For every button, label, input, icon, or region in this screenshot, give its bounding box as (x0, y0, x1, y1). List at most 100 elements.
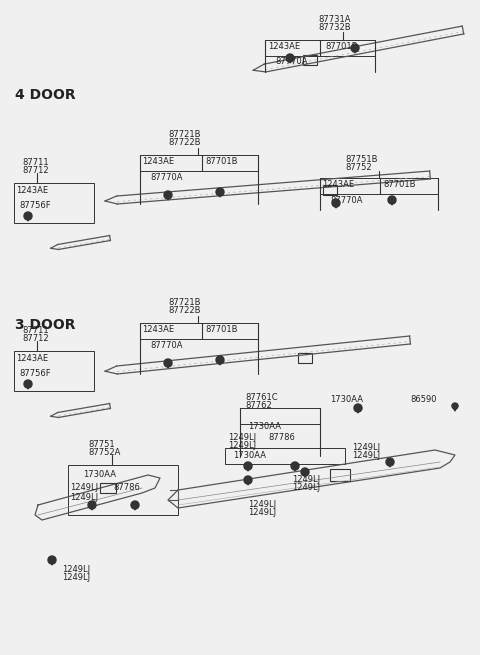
Text: 87770A: 87770A (150, 173, 182, 182)
Text: 87786: 87786 (268, 433, 295, 442)
Polygon shape (352, 47, 358, 53)
Text: 87752A: 87752A (88, 448, 120, 457)
Text: 87701B: 87701B (205, 325, 238, 334)
Bar (100, 483, 116, 493)
Text: 87770A: 87770A (150, 341, 182, 350)
Polygon shape (292, 465, 298, 471)
Text: 87722B: 87722B (168, 138, 201, 147)
Polygon shape (333, 202, 339, 208)
Text: 87711: 87711 (22, 326, 48, 335)
Polygon shape (389, 199, 395, 205)
Text: 87722B: 87722B (168, 306, 201, 315)
Text: 1249LJ: 1249LJ (292, 475, 320, 484)
Circle shape (164, 359, 172, 367)
Text: 87711: 87711 (22, 158, 48, 167)
Polygon shape (217, 191, 223, 197)
Polygon shape (25, 215, 31, 221)
Bar (140, 323, 258, 339)
Circle shape (388, 196, 396, 204)
Polygon shape (302, 471, 308, 477)
Text: 4 DOOR: 4 DOOR (15, 88, 76, 102)
Circle shape (291, 462, 299, 470)
Polygon shape (452, 405, 458, 411)
Bar (68, 465, 178, 515)
Polygon shape (132, 504, 138, 510)
Polygon shape (355, 407, 361, 413)
Text: 1243AE: 1243AE (322, 180, 354, 189)
Polygon shape (25, 383, 31, 389)
Text: 87751: 87751 (88, 440, 115, 449)
Text: 1249LJ: 1249LJ (228, 441, 256, 450)
Bar (14, 351, 94, 391)
Text: 1243AE: 1243AE (142, 157, 174, 166)
Text: 1243AE: 1243AE (142, 325, 174, 334)
Text: 1249LJ: 1249LJ (292, 483, 320, 492)
Circle shape (24, 380, 32, 388)
Polygon shape (217, 359, 223, 365)
Text: 1249LJ: 1249LJ (352, 451, 380, 460)
Polygon shape (287, 57, 293, 63)
Text: 87752: 87752 (345, 163, 372, 172)
Polygon shape (49, 559, 55, 565)
Circle shape (216, 188, 224, 196)
Circle shape (244, 476, 252, 484)
Circle shape (88, 501, 96, 509)
Text: 1249LJ: 1249LJ (248, 508, 276, 517)
Text: 1730AA: 1730AA (330, 395, 363, 404)
Text: 87770A: 87770A (330, 196, 362, 205)
Text: 87732B: 87732B (318, 23, 350, 32)
Circle shape (301, 468, 309, 476)
Text: 1730AA: 1730AA (233, 451, 266, 460)
Text: 87756F: 87756F (19, 201, 50, 210)
Circle shape (386, 458, 394, 466)
Polygon shape (387, 461, 393, 467)
Text: 1730AA: 1730AA (83, 470, 116, 479)
Text: 87761C: 87761C (245, 393, 277, 402)
Circle shape (286, 54, 294, 62)
Bar (140, 155, 258, 171)
Bar (303, 55, 317, 65)
Text: 1249LJ: 1249LJ (352, 443, 380, 452)
Bar (320, 178, 438, 194)
Text: 86590: 86590 (410, 395, 436, 404)
Circle shape (452, 403, 458, 409)
Bar (323, 185, 337, 195)
Bar (14, 183, 94, 223)
Text: 1243AE: 1243AE (16, 186, 48, 195)
Text: 1249LJ: 1249LJ (62, 565, 90, 574)
Text: 1249LJ: 1249LJ (248, 500, 276, 509)
Text: 87701B: 87701B (325, 42, 358, 51)
Circle shape (244, 462, 252, 470)
Text: 87731A: 87731A (318, 15, 350, 24)
Text: 87712: 87712 (22, 166, 48, 175)
Text: 87751B: 87751B (345, 155, 377, 164)
Circle shape (131, 501, 139, 509)
Circle shape (164, 191, 172, 199)
Text: 1249LJ: 1249LJ (70, 493, 98, 502)
Circle shape (216, 356, 224, 364)
Circle shape (48, 556, 56, 564)
Text: 3 DOOR: 3 DOOR (15, 318, 75, 332)
Polygon shape (165, 194, 171, 200)
Circle shape (24, 212, 32, 220)
Text: 87712: 87712 (22, 334, 48, 343)
Text: 1249LJ: 1249LJ (70, 483, 98, 492)
Polygon shape (245, 465, 251, 471)
Circle shape (354, 404, 362, 412)
Bar (225, 448, 345, 464)
Text: 87701B: 87701B (383, 180, 416, 189)
Text: 1249LJ: 1249LJ (228, 433, 256, 442)
Text: 87701B: 87701B (205, 157, 238, 166)
Bar (298, 353, 312, 363)
Text: 87770A: 87770A (275, 57, 308, 66)
Bar (330, 469, 350, 481)
Text: 87762: 87762 (245, 401, 272, 410)
Polygon shape (89, 504, 95, 510)
Text: 87721B: 87721B (168, 298, 201, 307)
Text: 1249LJ: 1249LJ (62, 573, 90, 582)
Text: 1730AA: 1730AA (248, 422, 281, 431)
Text: 87721B: 87721B (168, 130, 201, 139)
Text: 87756F: 87756F (19, 369, 50, 378)
Bar (240, 408, 320, 424)
Circle shape (332, 199, 340, 207)
